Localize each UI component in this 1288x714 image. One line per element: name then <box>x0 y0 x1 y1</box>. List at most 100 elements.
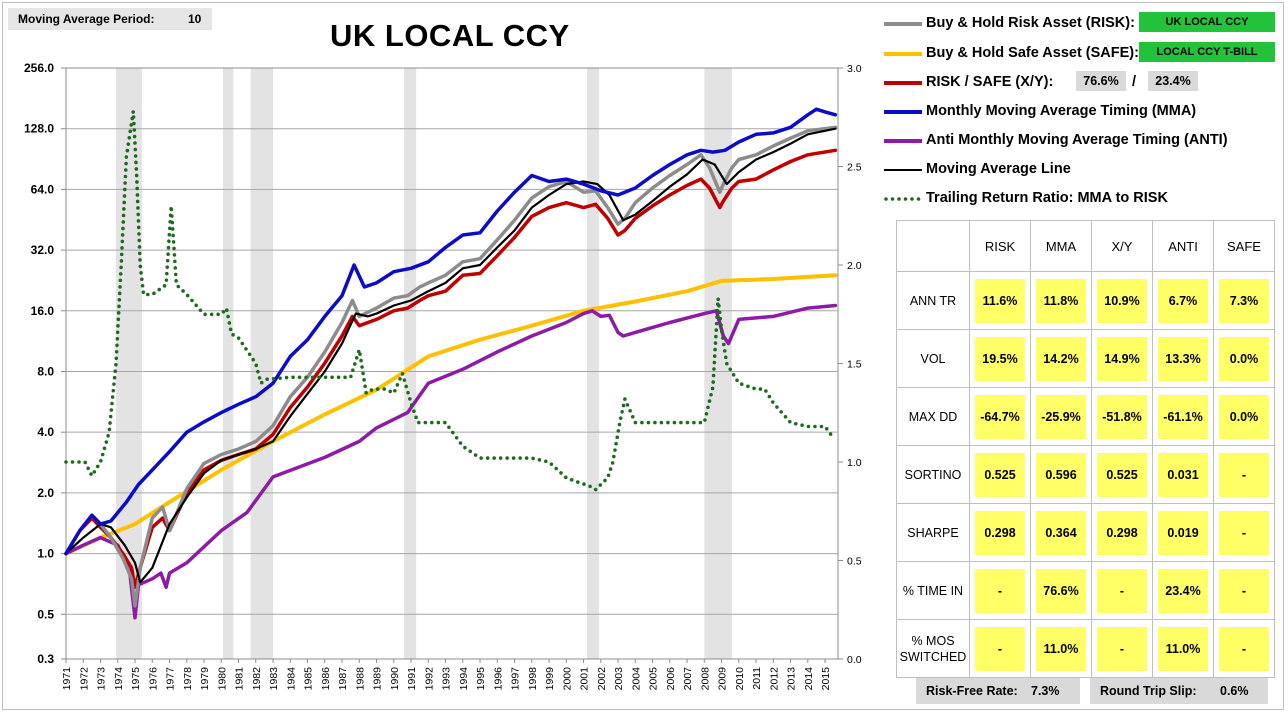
chart-plot: 0.3 0.5 1.0 2.0 4.0 8.0 16.0 32.0 64.0 128.0 256.0… <box>24 61 862 690</box>
round-trip-slip-box: Round Trip Slip: 0.6% <box>1090 678 1268 704</box>
stat-cell: - <box>975 568 1025 613</box>
stat-cell: 0.298 <box>975 510 1025 555</box>
y-tick-label: 8.0 <box>37 364 54 378</box>
stat-cell: -51.8% <box>1097 394 1147 439</box>
x-tick-label: 2008 <box>699 667 711 691</box>
legend-risk-label: Buy & Hold Risk Asset (RISK): <box>926 15 1135 31</box>
series-safe-line <box>64 273 838 556</box>
y-tick-label: 32.0 <box>31 243 55 257</box>
stat-cell: -61.1% <box>1158 394 1208 439</box>
row-header: VOL <box>896 329 970 388</box>
stat-cell: -25.9% <box>1036 394 1086 439</box>
stat-cell: -64.7% <box>975 394 1025 439</box>
stat-cell: 0.0% <box>1219 336 1269 381</box>
legend-ma-line-swatch <box>884 169 922 171</box>
x-tick-label: 2013 <box>786 667 798 691</box>
series-anti-line <box>64 303 838 620</box>
legend-ma-line-label: Moving Average Line <box>926 161 1071 177</box>
stat-cell: 11.8% <box>1036 278 1086 323</box>
x-tick-label: 1979 <box>199 667 211 691</box>
x-tick-label: 1986 <box>320 667 332 691</box>
x-tick-label: 1976 <box>147 667 159 691</box>
legend-anti-swatch <box>884 139 922 143</box>
series-mma-line <box>64 107 838 556</box>
row-header: SORTINO <box>896 445 970 504</box>
x-tick-label: 1980 <box>216 667 228 691</box>
x-tick-label: 2007 <box>682 667 694 691</box>
legend-anti-label: Anti Monthly Moving Average Timing (ANTI… <box>926 132 1228 148</box>
y2-tick-label: 0.0 <box>847 654 862 666</box>
stat-cell: 6.7% <box>1158 278 1208 323</box>
stat-cell: 14.2% <box>1036 336 1086 381</box>
stats-row: VOL 19.5% 14.2% 14.9% 13.3% 0.0% <box>896 329 1275 388</box>
x-tick-label: 1991 <box>406 667 418 691</box>
x-tick-label: 1977 <box>165 667 177 691</box>
legend-mma-swatch <box>884 110 922 114</box>
x-tick-label: 1975 <box>130 667 142 691</box>
chart-title: UK LOCAL CCY <box>330 18 570 53</box>
safe-weight-box: 23.4% <box>1148 71 1198 91</box>
x-tick-label: 2015 <box>820 667 832 691</box>
x-axis: 1971 1972 1973 1974 1975 1976 1977 1978 1979 1980… <box>61 659 832 690</box>
y-tick-label: 128.0 <box>24 122 54 136</box>
x-tick-label: 1982 <box>251 667 263 691</box>
stat-cell: 19.5% <box>975 336 1025 381</box>
stats-table: RISK MMA X/Y ANTI SAFE ANN TR 11.6% 11.8… <box>896 220 1275 678</box>
x-tick-label: 1998 <box>527 667 539 691</box>
series-ma_line-line <box>64 127 837 584</box>
risk-weight-box: 76.6% <box>1076 71 1126 91</box>
legend-mma-label: Monthly Moving Average Timing (MMA) <box>926 103 1197 119</box>
y-tick-label: 16.0 <box>31 304 55 318</box>
y-tick-label: 0.3 <box>37 652 54 666</box>
legend-ratio-swatch <box>884 197 922 201</box>
x-tick-label: 1973 <box>96 667 108 691</box>
stat-cell: - <box>975 626 1025 671</box>
stat-cell: - <box>1097 568 1147 613</box>
risk-free-label: Risk-Free Rate: <box>926 684 1018 698</box>
stats-header-row: RISK MMA X/Y ANTI SAFE <box>896 220 1275 272</box>
legend-xy-swatch <box>884 81 922 85</box>
stat-cell: - <box>1219 626 1269 671</box>
x-tick-label: 1994 <box>458 667 470 691</box>
col-header: MMA <box>1030 220 1092 272</box>
row-header: ANN TR <box>896 271 970 330</box>
legend-xy-label: RISK / SAFE (X/Y): <box>926 74 1054 90</box>
legend-safe-label: Buy & Hold Safe Asset (SAFE): <box>926 45 1139 61</box>
x-tick-label: 1981 <box>234 667 246 691</box>
recession-band <box>586 68 600 659</box>
stat-cell: 0.525 <box>1097 452 1147 497</box>
ma-period-label: Moving Average Period: <box>18 12 155 26</box>
row-header: % MOS SWITCHED <box>896 619 970 678</box>
stat-cell: 14.9% <box>1097 336 1147 381</box>
row-header: % TIME IN <box>896 561 970 620</box>
x-tick-label: 2002 <box>596 667 608 691</box>
legend-safe-swatch <box>884 52 922 56</box>
risk-free-rate-box: Risk-Free Rate: 7.3% <box>916 678 1080 704</box>
stat-cell: - <box>1097 626 1147 671</box>
stats-row: % MOS SWITCHED - 11.0% - 11.0% - <box>896 619 1275 678</box>
x-tick-label: 1990 <box>389 667 401 691</box>
y-tick-label: 4.0 <box>37 425 54 439</box>
y2-tick-label: 2.0 <box>847 260 862 272</box>
x-tick-label: 1995 <box>475 667 487 691</box>
stat-cell: - <box>1219 452 1269 497</box>
x-tick-label: 1993 <box>441 667 453 691</box>
stat-cell: - <box>1219 510 1269 555</box>
series-risk-line <box>64 125 838 608</box>
stat-cell: - <box>1219 568 1269 613</box>
col-header: RISK <box>969 220 1031 272</box>
x-tick-label: 1984 <box>285 667 297 691</box>
stat-cell: 10.9% <box>1097 278 1147 323</box>
stat-cell: 0.596 <box>1036 452 1086 497</box>
y-tick-label: 256.0 <box>24 61 54 75</box>
x-tick-label: 1989 <box>372 667 384 691</box>
stat-cell: 11.0% <box>1158 626 1208 671</box>
x-tick-label: 1983 <box>268 667 280 691</box>
series-lines <box>64 107 838 620</box>
x-tick-label: 1971 <box>61 667 73 691</box>
stat-cell: 0.031 <box>1158 452 1208 497</box>
legend-ratio-label: Trailing Return Ratio: MMA to RISK <box>926 190 1168 206</box>
stats-corner <box>896 220 970 272</box>
y2-tick-label: 1.5 <box>847 359 862 371</box>
